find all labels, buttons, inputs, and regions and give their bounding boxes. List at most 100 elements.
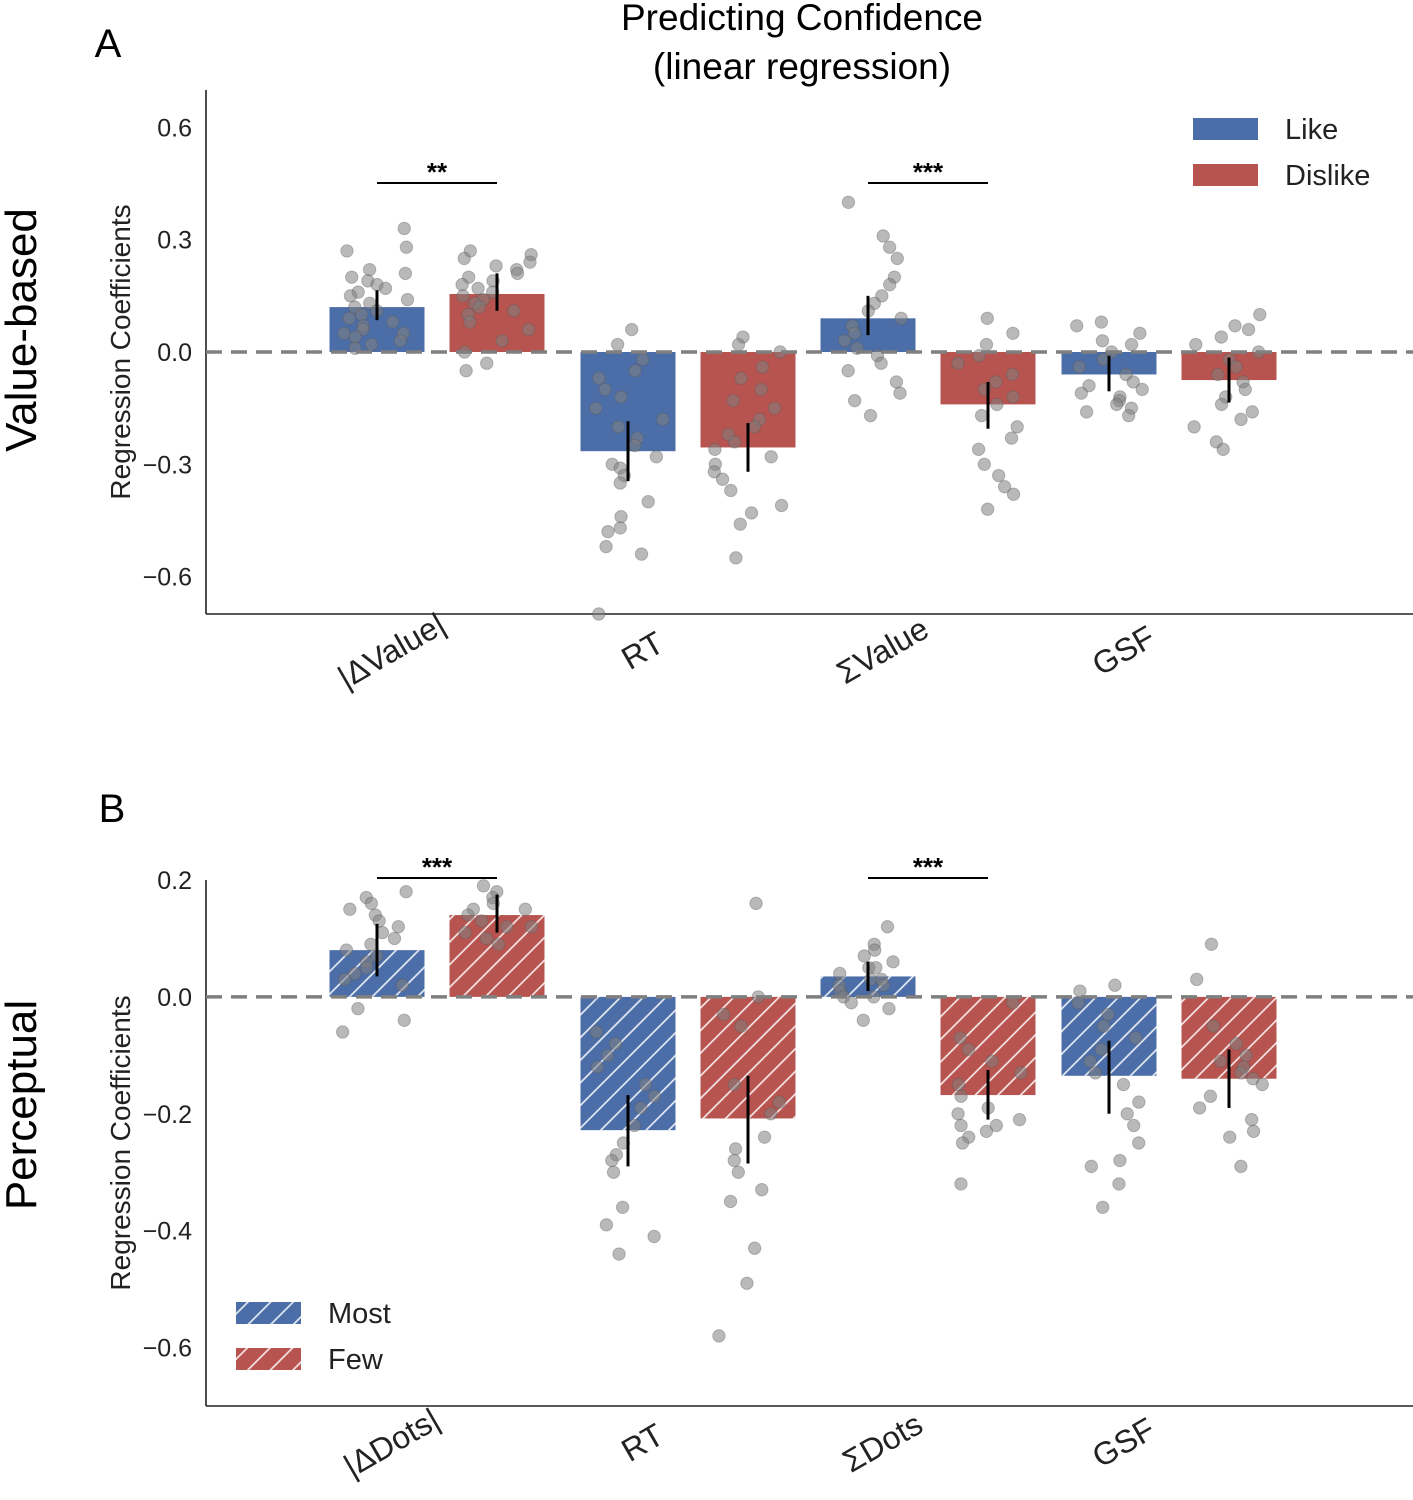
data-point [1096,1019,1111,1033]
data-point [459,364,473,378]
data-point [463,315,477,329]
data-point [647,1229,661,1244]
data-point [606,1165,621,1179]
data-point [340,244,354,258]
data-point [989,375,1003,389]
data-point [1214,330,1229,344]
data-point [1228,319,1242,333]
data-point [521,322,536,337]
data-point [475,914,489,928]
data-point [1245,405,1259,419]
data-point [360,960,374,975]
data-point [337,972,352,987]
data-point [757,1130,772,1144]
data-point [592,607,606,621]
data-point [716,1007,731,1022]
data-point [1110,397,1124,412]
data-point [608,1036,623,1051]
data-point [1127,1118,1141,1133]
data-point [844,996,858,1010]
data-point [747,1241,762,1255]
data-point [1234,1066,1248,1080]
data-point [1190,972,1204,987]
data-point [613,521,627,535]
data-point [343,289,358,303]
data-point [882,1001,896,1016]
x-tick-label: |ΔDots| [338,1401,446,1484]
data-point [1132,1095,1146,1109]
data-point [625,322,639,337]
data-point [598,382,612,397]
legend-label: Like [1285,114,1338,146]
data-point [847,326,862,340]
y-tick-label: 0.3 [157,227,192,255]
data-point [767,401,782,415]
data-point [749,896,763,911]
data-point [339,943,354,957]
data-point [727,1153,741,1168]
data-point [1004,431,1019,445]
panel-letter: B [99,787,126,831]
data-point [600,1048,615,1063]
data-point [495,334,509,348]
data-point [351,1001,365,1016]
data-point [1229,360,1243,374]
data-point [1253,307,1267,322]
data-point [869,960,883,975]
data-point [480,356,494,370]
data-point [1070,319,1084,333]
data-point [841,195,856,209]
data-point [951,1107,965,1121]
data-point [1234,412,1248,427]
data-point [518,902,533,916]
data-point [1071,996,1085,1010]
data-point [953,1031,968,1045]
data-point [733,517,747,531]
data-point [707,465,721,479]
data-point [638,1077,653,1092]
data-point [1128,1031,1143,1045]
data-point [456,289,470,303]
data-point [1116,1077,1131,1092]
legend: Like Dislike [1193,114,1370,192]
data-point [649,450,664,464]
data-point [974,408,989,423]
data-point [1094,315,1109,329]
data-point [1246,1124,1261,1139]
data-point [1206,1019,1220,1033]
data-point [724,483,738,498]
panel-b: B Perceptual Regression Coefficients −0.6 −0… [0,787,1413,1484]
data-point [954,1089,968,1103]
data-point [954,1177,968,1191]
data-point [1223,1130,1237,1144]
data-point [727,435,742,449]
data-point [731,337,746,352]
data-point [1133,326,1147,340]
data-point [1082,378,1096,393]
data-point [1120,1107,1134,1121]
figure-title: Predicting Confidence [621,0,983,38]
x-tick-label: RT [615,1416,669,1468]
data-point [980,311,994,326]
data-point [874,356,888,370]
y-tick-label: −0.4 [143,1218,192,1246]
data-point [507,304,521,318]
data-point [893,386,907,400]
data-point [1132,1136,1146,1150]
figure-subtitle: (linear regression) [653,46,951,87]
data-point [1124,337,1139,352]
data-point [1079,405,1094,419]
data-point [734,1019,748,1033]
data-point [599,539,613,554]
data-point [868,943,882,957]
data-point [457,251,471,266]
data-point [612,1247,626,1261]
data-point [471,281,485,296]
legend-label: Most [328,1298,391,1330]
data-point [613,476,627,490]
data-point [1246,1072,1260,1086]
data-point [398,266,413,281]
data-point [356,322,370,337]
data-point [1096,1200,1110,1214]
legend-swatch-hatch [236,1348,301,1370]
